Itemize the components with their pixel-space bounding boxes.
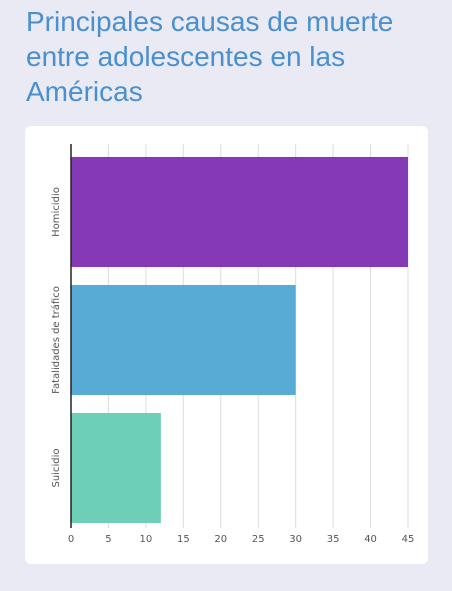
category-label: Suicidio bbox=[51, 449, 62, 488]
category-label: Homicidio bbox=[51, 187, 62, 237]
x-tick-label: 25 bbox=[252, 534, 265, 545]
x-tick-label: 15 bbox=[177, 534, 190, 545]
tick-labels: 0 5 10 15 20 25 30 35 40 45 bbox=[68, 534, 415, 545]
bars bbox=[71, 156, 408, 524]
category-labels: Homicidio Fatalidades de tráfico Suicidio bbox=[50, 187, 62, 487]
bar bbox=[71, 156, 408, 268]
x-tick-label: 35 bbox=[327, 534, 340, 545]
x-tick-label: 30 bbox=[289, 534, 302, 545]
bar bbox=[71, 284, 296, 396]
x-tick-label: 5 bbox=[105, 534, 111, 545]
chart-card: Homicidio Fatalidades de tráfico Suicidio … bbox=[25, 126, 428, 564]
x-tick-label: 10 bbox=[140, 534, 153, 545]
bar bbox=[71, 412, 161, 524]
x-tick-label: 0 bbox=[68, 534, 74, 545]
chart-title: Principales causas de muerte entre adole… bbox=[26, 6, 394, 107]
x-tick-label: 20 bbox=[214, 534, 227, 545]
x-tick-label: 45 bbox=[402, 534, 415, 545]
x-tick-label: 40 bbox=[364, 534, 377, 545]
category-label: Fatalidades de tráfico bbox=[50, 286, 62, 394]
